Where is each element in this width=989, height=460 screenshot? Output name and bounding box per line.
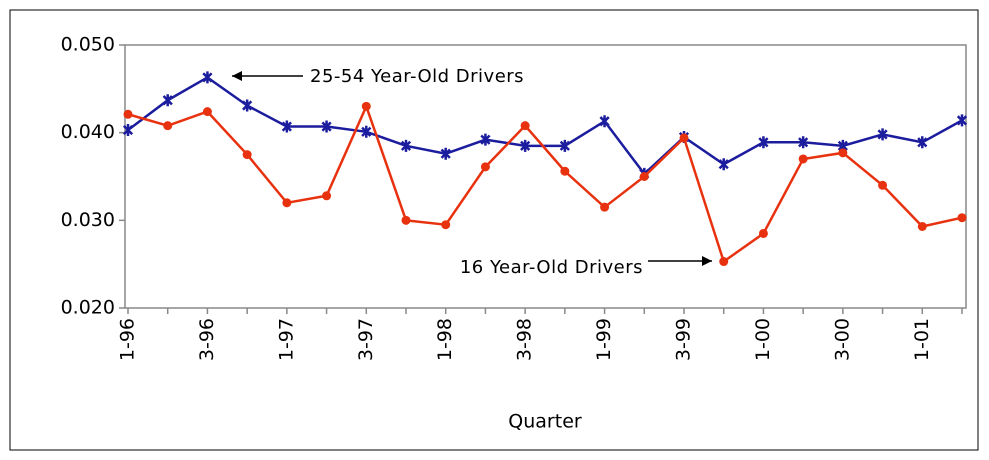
series-line bbox=[127, 102, 963, 264]
data-point bbox=[798, 154, 808, 164]
data-point bbox=[560, 166, 570, 176]
data-point bbox=[242, 99, 253, 112]
data-point bbox=[718, 158, 729, 171]
data-point bbox=[321, 120, 332, 133]
x-tick-label: 3-98 bbox=[514, 318, 536, 361]
y-tick-label: 0.040 bbox=[61, 121, 115, 143]
data-point bbox=[361, 101, 371, 111]
data-point bbox=[679, 133, 689, 143]
frame bbox=[9, 9, 979, 451]
data-point bbox=[599, 115, 610, 128]
x-tick-label: 1-01 bbox=[911, 318, 933, 361]
data-point bbox=[758, 136, 769, 149]
data-point bbox=[322, 191, 332, 201]
x-tick-label: 1-99 bbox=[593, 318, 615, 361]
data-point bbox=[202, 71, 213, 84]
data-point bbox=[957, 213, 967, 223]
x-tick-label: 3-99 bbox=[673, 318, 695, 361]
data-point bbox=[798, 136, 809, 149]
y-tick-label: 0.030 bbox=[61, 209, 115, 231]
data-point bbox=[520, 121, 530, 131]
data-point bbox=[877, 128, 888, 141]
data-point bbox=[956, 114, 968, 127]
data-point bbox=[163, 121, 173, 131]
x-tick-label: 1-96 bbox=[117, 318, 139, 361]
data-point bbox=[639, 172, 649, 181]
annotation: 16 Year-Old Drivers bbox=[460, 257, 643, 278]
x-tick-label: 3-96 bbox=[196, 318, 218, 361]
x-tick-label: 1-97 bbox=[275, 318, 297, 361]
x-tick-label: 1-00 bbox=[752, 318, 774, 361]
data-point bbox=[281, 120, 292, 133]
data-point bbox=[122, 124, 134, 137]
data-point bbox=[401, 215, 411, 225]
x-tick-label: 3-00 bbox=[831, 318, 853, 361]
data-point bbox=[559, 139, 570, 152]
y-tick-label: 0.020 bbox=[61, 297, 115, 319]
data-point bbox=[719, 257, 729, 267]
data-point bbox=[282, 198, 292, 208]
x-tick-label: 1-98 bbox=[434, 318, 456, 361]
data-point bbox=[162, 94, 173, 107]
data-point bbox=[440, 147, 451, 160]
x-axis-title: Quarter bbox=[508, 411, 582, 433]
data-point bbox=[480, 162, 490, 172]
data-point bbox=[917, 221, 927, 231]
series-line bbox=[127, 75, 963, 176]
data-point bbox=[400, 139, 412, 152]
data-point bbox=[480, 133, 491, 146]
annotation: 25-54 Year-Old Drivers bbox=[310, 66, 524, 87]
y-tick-label: 0.050 bbox=[61, 34, 115, 56]
data-point bbox=[242, 150, 252, 160]
data-point bbox=[361, 125, 372, 138]
data-point bbox=[878, 180, 888, 190]
data-point bbox=[123, 109, 133, 119]
data-point bbox=[600, 202, 610, 212]
x-tick-label: 3-97 bbox=[355, 318, 377, 361]
plot-area bbox=[124, 44, 967, 309]
data-point bbox=[520, 139, 531, 152]
data-point bbox=[202, 107, 212, 117]
data-point bbox=[758, 228, 768, 238]
data-point bbox=[441, 220, 451, 230]
data-point bbox=[838, 148, 848, 158]
data-point bbox=[917, 136, 928, 149]
